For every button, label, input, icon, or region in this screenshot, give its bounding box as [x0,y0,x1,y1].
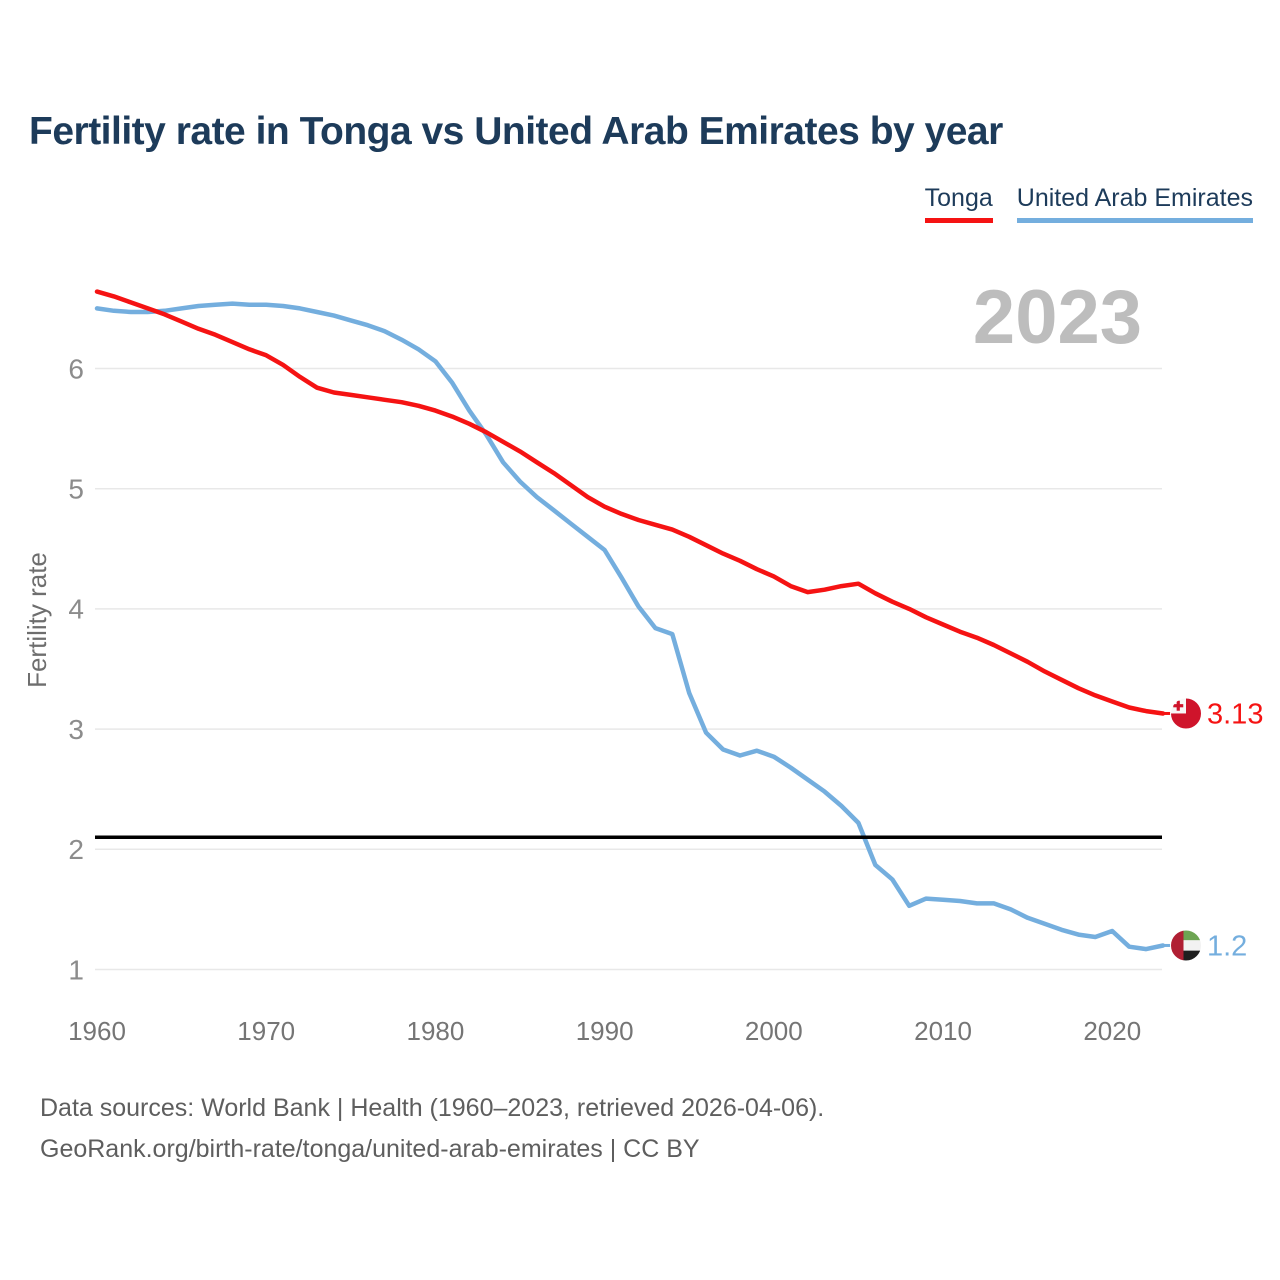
y-tick-label: 3 [68,714,84,745]
y-tick-label: 6 [68,353,84,384]
page-title: Fertility rate in Tonga vs United Arab E… [29,110,1003,153]
y-tick-label: 2 [68,834,84,865]
x-tick-label: 1990 [576,1016,634,1046]
united-arab-emirates-line [94,301,1166,952]
y-tick-label: 5 [68,474,84,505]
annotation-layer: 3.13 1.2 [95,697,1263,963]
x-tick-label: 2000 [745,1016,803,1046]
x-tick-label: 1970 [237,1016,295,1046]
uae-flag-icon [1170,929,1202,961]
x-tick-label: 1980 [406,1016,464,1046]
legend-label-tonga: Tonga [924,184,993,212]
y-tick-label: 1 [68,954,84,985]
footer: Data sources: World Bank | Health (1960–… [40,1088,824,1170]
legend: Tonga United Arab Emirates [924,184,1253,223]
series-layer [94,289,1166,952]
y-axis-label: Fertility rate [22,552,52,688]
x-tick-label: 2010 [914,1016,972,1046]
united-arab-emirates-end-value-label: 1.2 [1207,931,1247,963]
x-tick-label: 1960 [68,1016,126,1046]
tonga-end-value-label: 3.13 [1207,699,1263,731]
grid-layer: 1 2 3 4 5 6 1960 1970 1980 1990 2000 2010 2020 [68,353,1162,1046]
footer-attribution: GeoRank.org/birth-rate/tonga/united-arab… [40,1135,700,1163]
tonga-line [94,289,1166,716]
y-tick-label: 4 [68,594,84,625]
legend-item-tonga[interactable]: Tonga [924,184,993,223]
footer-sources: Data sources: World Bank | Health (1960–… [40,1094,825,1122]
watermark-year: 2023 [973,275,1142,360]
legend-item-united-arab-emirates[interactable]: United Arab Emirates [1016,184,1253,223]
legend-label-united-arab-emirates: United Arab Emirates [1016,184,1253,212]
united-arab-emirates-end-marker: 1.2 [1163,929,1247,963]
tonga-end-marker: 3.13 [1163,697,1263,731]
x-tick-label: 2020 [1083,1016,1141,1046]
